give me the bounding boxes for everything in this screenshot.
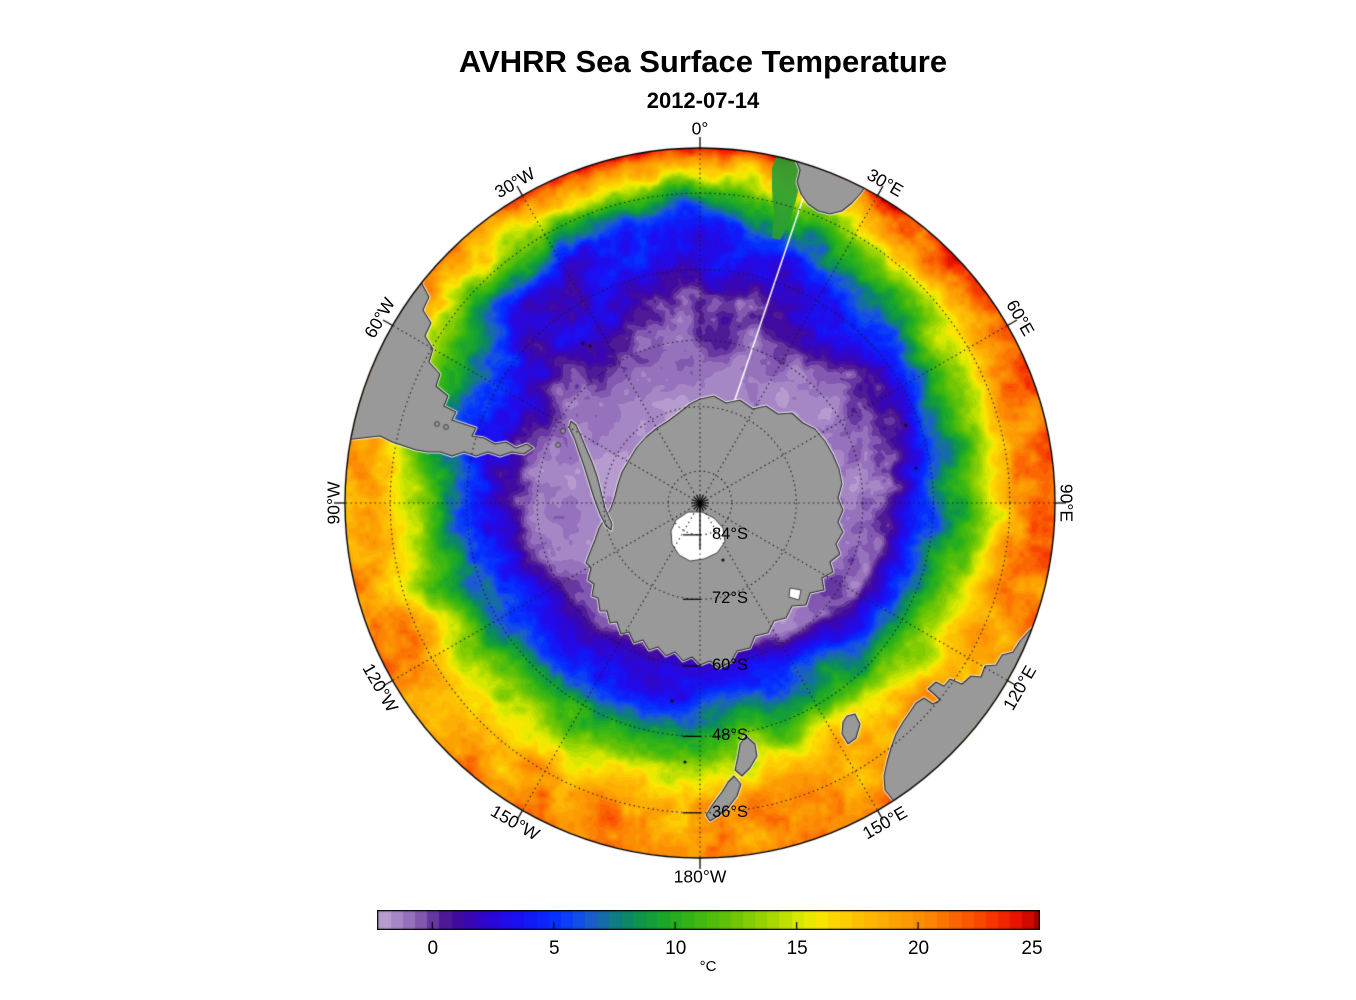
sst-polar-map-canvas — [319, 122, 1081, 884]
lon-label-90E: 90°E — [1056, 483, 1077, 523]
colorbar-canvas — [377, 910, 1040, 930]
colorbar-tick-label: 10 — [665, 938, 687, 959]
colorbar-tick-label: 5 — [548, 938, 560, 959]
lon-label-90W: 90°W — [323, 481, 344, 525]
colorbar-tick-label: 0 — [427, 938, 439, 959]
lon-label-0: 0° — [691, 118, 709, 139]
colorbar-unit-label: °C — [699, 958, 717, 975]
lat-label-84S: 84°S — [712, 524, 748, 543]
colorbar-tick-label: 25 — [1021, 938, 1043, 959]
lat-label-72S: 72°S — [712, 589, 748, 608]
colorbar-tick-label: 20 — [907, 938, 930, 959]
lat-label-48S: 48°S — [712, 726, 748, 745]
lon-label-180W: 180°W — [673, 866, 727, 887]
chart-title: AVHRR Sea Surface Temperature — [458, 44, 948, 79]
chart-subtitle: 2012-07-14 — [646, 88, 760, 113]
lat-label-60S: 60°S — [712, 655, 748, 674]
colorbar-tick-label: 15 — [786, 938, 808, 959]
lat-label-36S: 36°S — [712, 802, 748, 821]
